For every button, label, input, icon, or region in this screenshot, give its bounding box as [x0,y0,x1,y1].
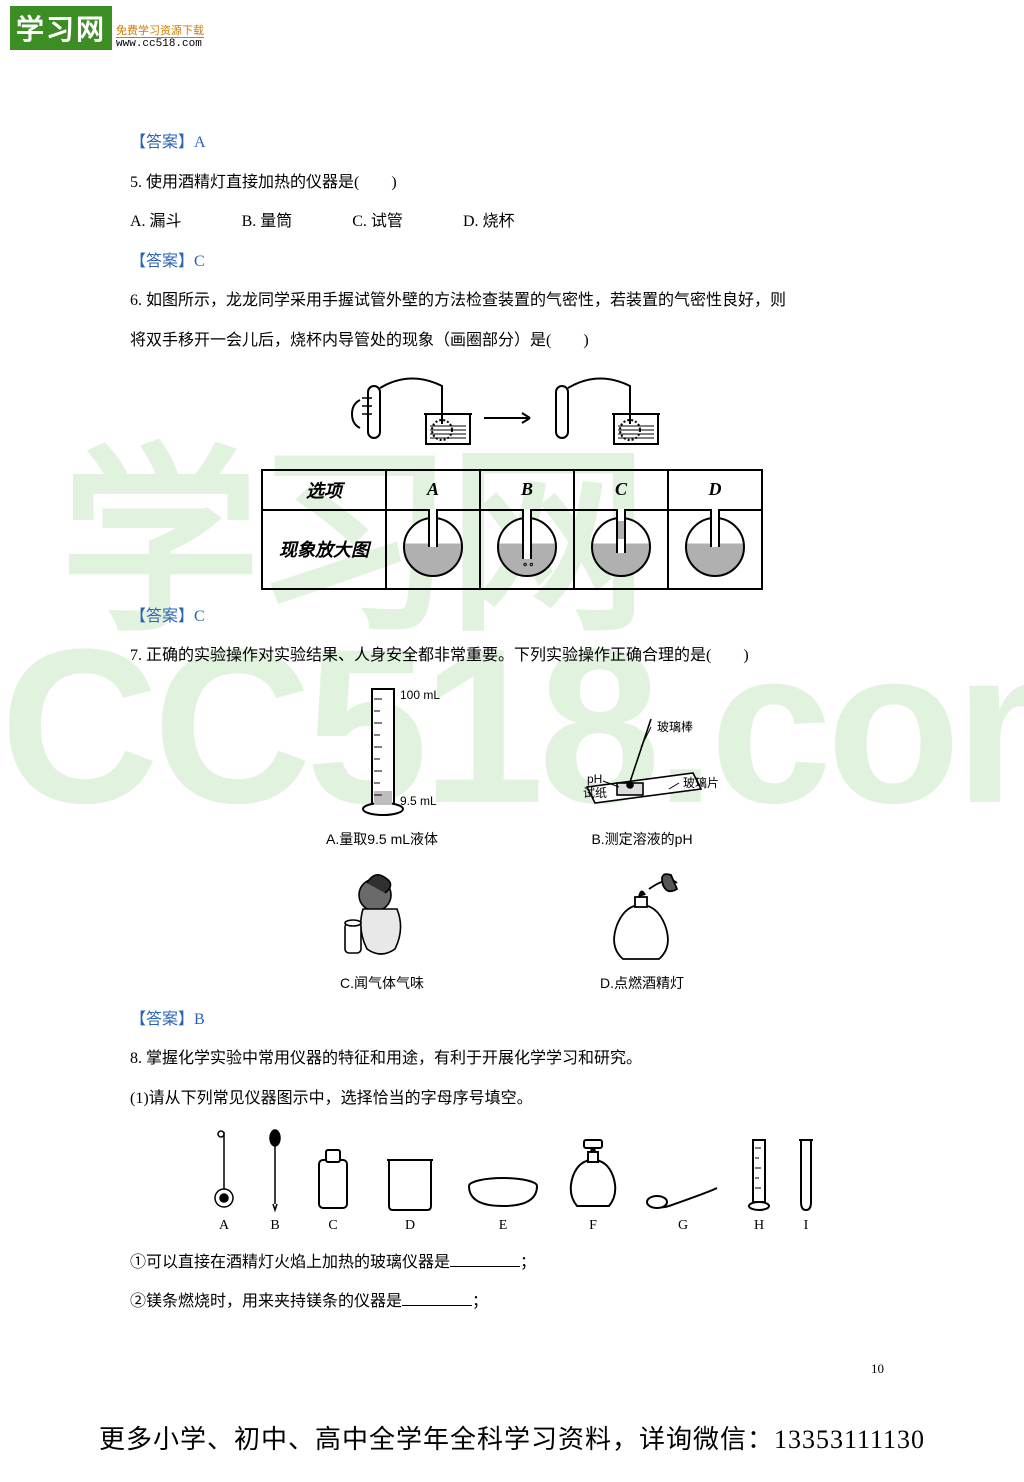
q7b-l4: 玻璃片 [683,776,719,790]
q8-item-c: C [311,1144,355,1234]
logo-sub-bottom: www.cc518.com [116,38,204,50]
q7-answer-value: B [194,1011,205,1028]
q4-answer-value: A [194,134,206,151]
evap-dish-icon [465,1172,541,1214]
q6-row-label: 现象放大图 [262,510,386,589]
q8-figure: A B C D E F G H [130,1128,894,1234]
q8-fill2-pre: ②镁条燃烧时，用来夹持镁条的仪器是 [130,1293,402,1310]
logo-sub-top: 免费学习资源下载 [116,25,204,38]
beaker-icon [381,1152,439,1214]
smell-icon [327,867,437,967]
site-logo: 学习网 免费学习资源下载 www.cc518.com [0,0,1024,56]
answer-label: 【答案】 [130,134,194,151]
q6-opt-a-img [386,510,480,589]
q8-item-f: F [567,1138,619,1234]
q6-opt-d-img [668,510,762,589]
q5-opt-d: D. 烧杯 [463,209,515,235]
q8-label-g: G [645,1218,721,1234]
bottle-icon [311,1144,355,1214]
q8-item-d: D [381,1152,439,1234]
q8-label-h: H [747,1218,771,1234]
q7a-bot-label: 9.5 mL [400,794,437,808]
logo-sub: 免费学习资源下载 www.cc518.com [116,25,204,50]
cylinder-icon: 100 mL 9.5 mL [322,683,442,823]
q5-opt-a: A. 漏斗 [130,209,182,235]
spoon-icon [645,1178,721,1214]
q6-options-table: 选项 A B C D 现象放大图 ∘∘ [261,469,763,590]
q7-figure: 100 mL 9.5 mL A.量取9.5 mL液体 玻璃棒 pH 试纸 玻璃片 [282,683,742,993]
q7-stem: 7. 正确的实验操作对实验结果、人身安全都非常重要。下列实验操作正确合理的是( … [130,643,894,669]
q8-label-c: C [311,1218,355,1234]
q8-fill1-pre: ①可以直接在酒精灯火焰上加热的玻璃仪器是 [130,1254,450,1271]
q8-item-i: I [797,1136,815,1234]
answer-label: 【答案】 [130,608,194,625]
q7c-caption: C.闻气体气味 [282,973,482,993]
q7-opt-a: 100 mL 9.5 mL A.量取9.5 mL液体 [282,683,482,849]
q8-item-e: E [465,1172,541,1234]
q6-answer-value: C [194,608,205,625]
q7b-l1: 玻璃棒 [657,720,693,734]
q8-label-i: I [797,1218,815,1234]
q7-answer: 【答案】B [130,1007,894,1033]
q8-fill-2: ②镁条燃烧时，用来夹持镁条的仪器是 ； [130,1289,894,1315]
q7-opt-c: C.闻气体气味 [282,867,482,993]
q4-answer: 【答案】A [130,130,894,156]
q6-stem-1: 6. 如图所示，龙龙同学采用手握试管外壁的方法检查装置的气密性，若装置的气密性良… [130,288,894,314]
q8-item-a: A [209,1128,239,1234]
q8-label-b: B [265,1218,285,1234]
q8-fill-1: ①可以直接在酒精灯火焰上加热的玻璃仪器是 ； [130,1250,894,1276]
q6-col-c: C [574,470,668,510]
q5-opt-c: C. 试管 [352,209,403,235]
logo-text: 学习网 [10,6,112,50]
dropper-icon [265,1128,285,1214]
q5-answer: 【答案】C [130,249,894,275]
q7-opt-d: D.点燃酒精灯 [542,867,742,993]
q5-opt-b: B. 量筒 [242,209,293,235]
q6-answer: 【答案】C [130,604,894,630]
q6-col-b: B [480,470,574,510]
q7a-top-label: 100 mL [400,688,440,702]
q5-options: A. 漏斗 B. 量筒 C. 试管 D. 烧杯 [130,209,894,235]
q8-item-b: B [265,1128,285,1234]
blank-1 [450,1250,520,1267]
test-tube-icon [797,1136,815,1214]
light-lamp-icon [587,867,697,967]
ph-test-icon: 玻璃棒 pH 试纸 玻璃片 [557,683,727,823]
q8-item-h: H [747,1136,771,1234]
page-content: 【答案】A 5. 使用酒精灯直接加热的仪器是( ) A. 漏斗 B. 量筒 C.… [0,56,1024,1397]
q7b-l2: pH [587,772,602,786]
q8-label-a: A [209,1218,239,1234]
footer-text: 更多小学、初中、高中全学年全科学习资料，详询微信：13353111130 [0,1397,1024,1482]
q6-col-a: A [386,470,480,510]
answer-label: 【答案】 [130,1011,194,1028]
thermometer-icon [209,1128,239,1214]
q8-label-f: F [567,1218,619,1234]
q8-item-g: G [645,1178,721,1234]
answer-label: 【答案】 [130,253,194,270]
q5-stem: 5. 使用酒精灯直接加热的仪器是( ) [130,170,894,196]
q7d-caption: D.点燃酒精灯 [542,973,742,993]
grad-cylinder-icon [747,1136,771,1214]
q8-label-d: D [381,1218,439,1234]
q8-stem: 8. 掌握化学实验中常用仪器的特征和用途，有利于开展化学学习和研究。 [130,1046,894,1072]
page-number: 10 [130,1361,894,1377]
q7a-caption: A.量取9.5 mL液体 [282,829,482,849]
q6-opt-b-img: ∘∘ [480,510,574,589]
q5-answer-value: C [194,253,205,270]
alcohol-lamp-icon [567,1138,619,1214]
q7-opt-b: 玻璃棒 pH 试纸 玻璃片 B.测定溶液的pH [542,683,742,849]
q7b-caption: B.测定溶液的pH [542,829,742,849]
blank-2 [402,1289,472,1306]
q8-label-e: E [465,1218,541,1234]
q6-row-header: 选项 [262,470,386,510]
q7b-l3: 试纸 [583,785,607,800]
q6-opt-c-img [574,510,668,589]
q8-fill2-post: ； [472,1293,488,1310]
q6-figure: 选项 A B C D 现象放大图 ∘∘ [130,368,894,590]
q6-stem-2: 将双手移开一会儿后，烧杯内导管处的现象（画圈部分）是( ) [130,328,894,354]
q8-sub1: (1)请从下列常见仪器图示中，选择恰当的字母序号填空。 [130,1086,894,1112]
q6-col-d: D [668,470,762,510]
q6-apparatus-diagram [332,368,692,458]
q8-fill1-post: ； [520,1254,536,1271]
